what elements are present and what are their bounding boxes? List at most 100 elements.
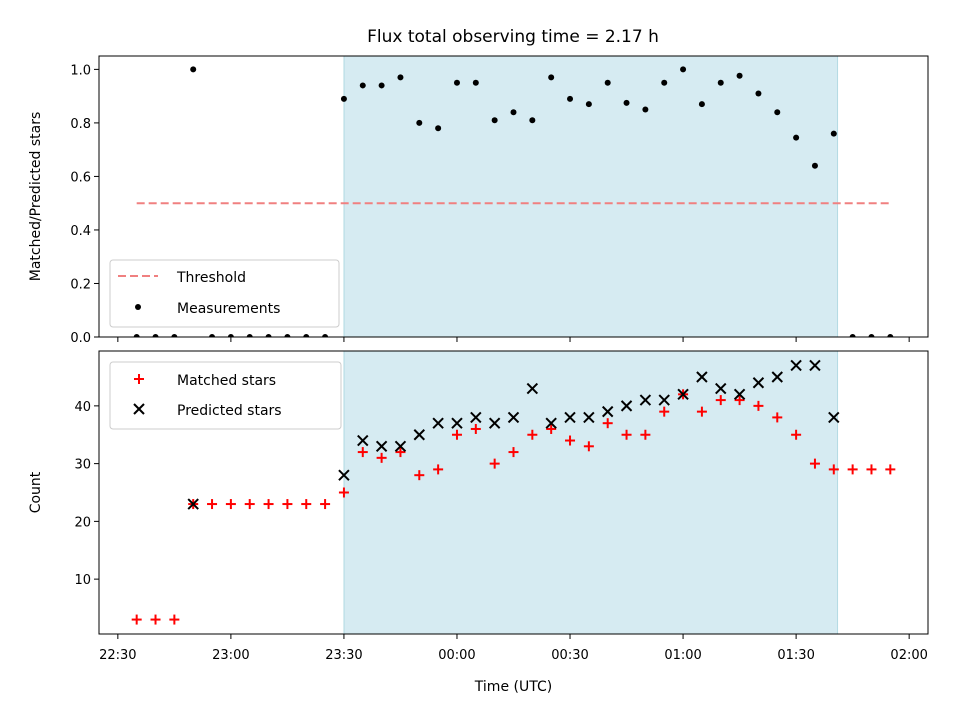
marker-stroke bbox=[451, 417, 463, 429]
matched-star-marker bbox=[376, 452, 387, 463]
measurement-point bbox=[453, 79, 460, 86]
top-panel: 0.0 0.2 0.4 0.6 0.8 1.0 Matched/Predicted star… bbox=[28, 55, 929, 346]
matched-star-marker bbox=[546, 423, 557, 434]
matched-star-marker bbox=[640, 429, 651, 440]
measurement-point bbox=[736, 72, 743, 79]
axes-frame bbox=[98, 55, 929, 338]
measurement-point bbox=[642, 106, 649, 113]
matched-star-marker bbox=[621, 429, 632, 440]
measurement-point bbox=[849, 334, 856, 337]
plot-area bbox=[133, 66, 894, 337]
axes-frame bbox=[98, 350, 929, 635]
chart-title: Flux total observing time = 2.17 h bbox=[367, 27, 659, 47]
marker-stroke bbox=[715, 382, 727, 395]
marker-stroke bbox=[620, 400, 633, 412]
measurement-point bbox=[887, 334, 894, 337]
y-tick-label: 0.4 bbox=[70, 224, 91, 239]
predicted-star-marker bbox=[583, 411, 595, 424]
predicted-star-marker bbox=[639, 394, 652, 406]
legend-measurement-label: Measurements bbox=[177, 301, 280, 317]
matched-star-marker bbox=[753, 400, 764, 411]
bottom-panel: 10 20 30 40 22:30 23:00 23:30 00:00 00:30 01:00 01… bbox=[28, 350, 929, 695]
measurement-point bbox=[793, 134, 800, 141]
marker-stroke bbox=[677, 388, 689, 401]
measurement-point bbox=[359, 82, 366, 89]
measurement-point bbox=[246, 334, 253, 337]
y-tick-label: 0.6 bbox=[70, 170, 91, 185]
measurement-point bbox=[209, 334, 216, 337]
y-axis-label: Matched/Predicted stars bbox=[28, 112, 44, 282]
matched-star-marker bbox=[357, 447, 368, 458]
matched-star-marker bbox=[433, 464, 444, 475]
measurement-point bbox=[698, 101, 705, 108]
marker-stroke bbox=[394, 440, 407, 453]
measurement-point bbox=[868, 334, 875, 337]
measurement-point bbox=[510, 109, 517, 116]
y-tick-label: 0.8 bbox=[70, 117, 91, 132]
y-tick-label: 20 bbox=[74, 515, 91, 530]
matched-star-marker bbox=[338, 487, 349, 498]
matched-star-marker bbox=[395, 447, 406, 458]
predicted-star-marker bbox=[564, 411, 576, 424]
predicted-star-marker bbox=[451, 417, 463, 429]
x-tick-label: 01:30 bbox=[777, 648, 814, 663]
marker-stroke bbox=[771, 371, 783, 383]
predicted-star-marker bbox=[828, 411, 840, 424]
marker-stroke bbox=[375, 440, 388, 453]
predicted-star-marker bbox=[658, 394, 670, 406]
measurement-point bbox=[265, 334, 272, 337]
measurement-point bbox=[397, 74, 404, 81]
marker-stroke bbox=[696, 371, 708, 383]
predicted-star-marker bbox=[715, 382, 727, 395]
measurement-point bbox=[416, 119, 423, 126]
predicted-star-marker bbox=[733, 388, 746, 401]
legend: Matched stars Predicted stars bbox=[109, 361, 342, 430]
predicted-star-marker bbox=[432, 417, 444, 429]
legend-predicted-label: Predicted stars bbox=[177, 403, 282, 419]
predicted-star-marker bbox=[526, 382, 539, 395]
marker-stroke bbox=[658, 394, 670, 406]
legend-measurement-swatch bbox=[135, 304, 141, 310]
predicted-star-marker bbox=[752, 377, 765, 389]
matched-star-marker bbox=[885, 464, 896, 475]
legend-box bbox=[109, 361, 342, 430]
plot-area bbox=[131, 359, 896, 625]
matched-star-marker bbox=[470, 423, 481, 434]
marker-stroke bbox=[432, 417, 444, 429]
measurement-point bbox=[529, 117, 536, 124]
measurement-point bbox=[680, 66, 687, 73]
marker-stroke bbox=[470, 411, 482, 424]
measurement-point bbox=[472, 79, 479, 86]
measurement-point bbox=[623, 99, 630, 106]
matched-star-marker bbox=[508, 447, 519, 458]
predicted-star-marker bbox=[601, 405, 614, 418]
measurement-point bbox=[774, 109, 781, 116]
measurement-point bbox=[585, 101, 592, 108]
measurement-point bbox=[378, 82, 385, 89]
marker-stroke bbox=[545, 417, 557, 429]
x-tick-label: 01:00 bbox=[664, 648, 701, 663]
predicted-star-marker bbox=[809, 359, 821, 372]
predicted-star-marker bbox=[375, 440, 388, 453]
measurement-point bbox=[227, 334, 234, 337]
legend-matched-label: Matched stars bbox=[177, 373, 276, 389]
matched-star-marker bbox=[583, 441, 594, 452]
predicted-star-marker bbox=[338, 469, 350, 481]
x-tick-label: 23:30 bbox=[325, 648, 362, 663]
legend: Threshold Measurements bbox=[109, 259, 340, 328]
x-tick-label: 22:30 bbox=[99, 648, 136, 663]
measurement-point bbox=[661, 79, 668, 86]
matched-star-marker bbox=[489, 458, 500, 469]
matched-star-marker bbox=[451, 429, 462, 440]
marker-stroke bbox=[413, 429, 426, 441]
matched-star-marker bbox=[847, 464, 858, 475]
matched-star-marker bbox=[565, 435, 576, 446]
marker-stroke bbox=[752, 377, 765, 389]
x-tick-label: 02:00 bbox=[890, 648, 927, 663]
matched-star-marker bbox=[715, 395, 726, 406]
measurement-point bbox=[303, 334, 310, 337]
predicted-star-marker bbox=[620, 400, 633, 412]
y-tick-label: 0.0 bbox=[70, 331, 91, 346]
measurement-point bbox=[604, 79, 611, 86]
